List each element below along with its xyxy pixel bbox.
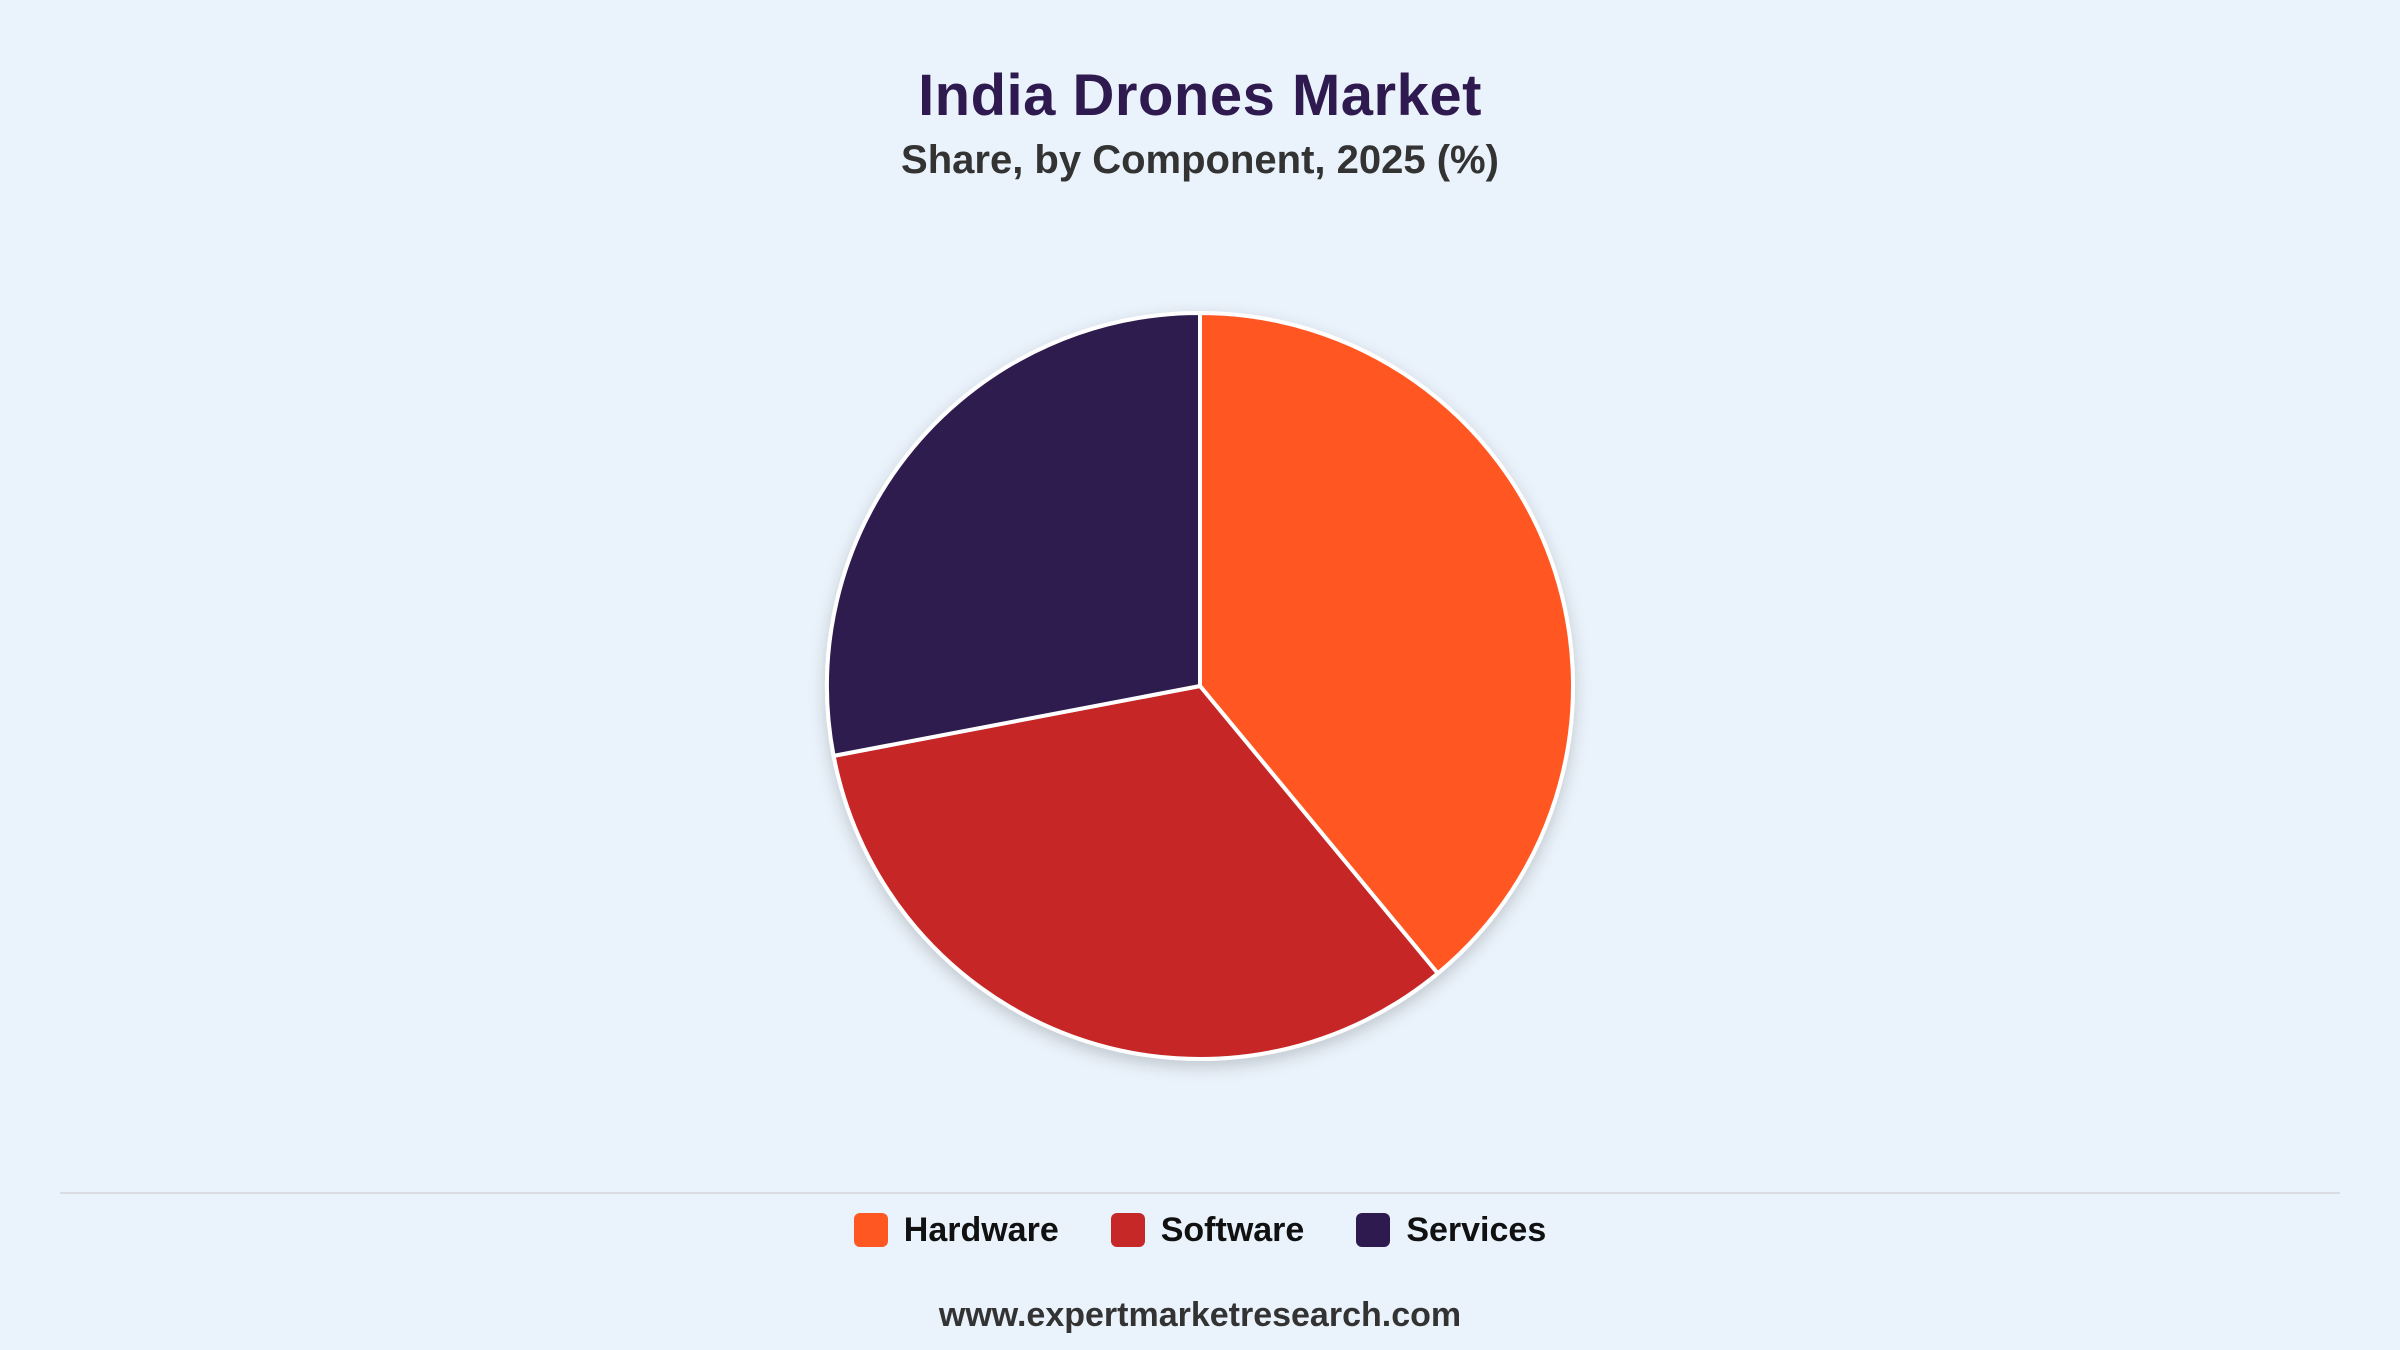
legend-swatch-hardware	[853, 1213, 888, 1247]
pie-slices	[825, 311, 1575, 1061]
chart-subtitle: Share, by Component, 2025 (%)	[901, 138, 1499, 182]
pie-slice-hardware[interactable]	[1198, 311, 1575, 976]
legend-label-services: Services	[1406, 1210, 1547, 1249]
legend-label-hardware: Hardware	[903, 1210, 1059, 1249]
legend-label-software: Software	[1160, 1210, 1305, 1249]
pie-slice-services[interactable]	[825, 311, 1202, 758]
legend-swatch-software	[1110, 1213, 1145, 1247]
legend-swatch-services	[1356, 1213, 1391, 1247]
chart-legend: Hardware Software Services	[0, 1206, 2400, 1254]
legend-item-software[interactable]: Software	[1110, 1210, 1305, 1250]
legend-item-hardware[interactable]: Hardware	[853, 1210, 1059, 1250]
pie-slice-software[interactable]	[831, 684, 1440, 1061]
legend-divider	[60, 1192, 2340, 1194]
footer-source-url: www.expertmarketresearch.com	[938, 1296, 1462, 1334]
chart-title: India Drones Market	[918, 63, 1482, 128]
legend-item-services[interactable]: Services	[1356, 1211, 1546, 1250]
